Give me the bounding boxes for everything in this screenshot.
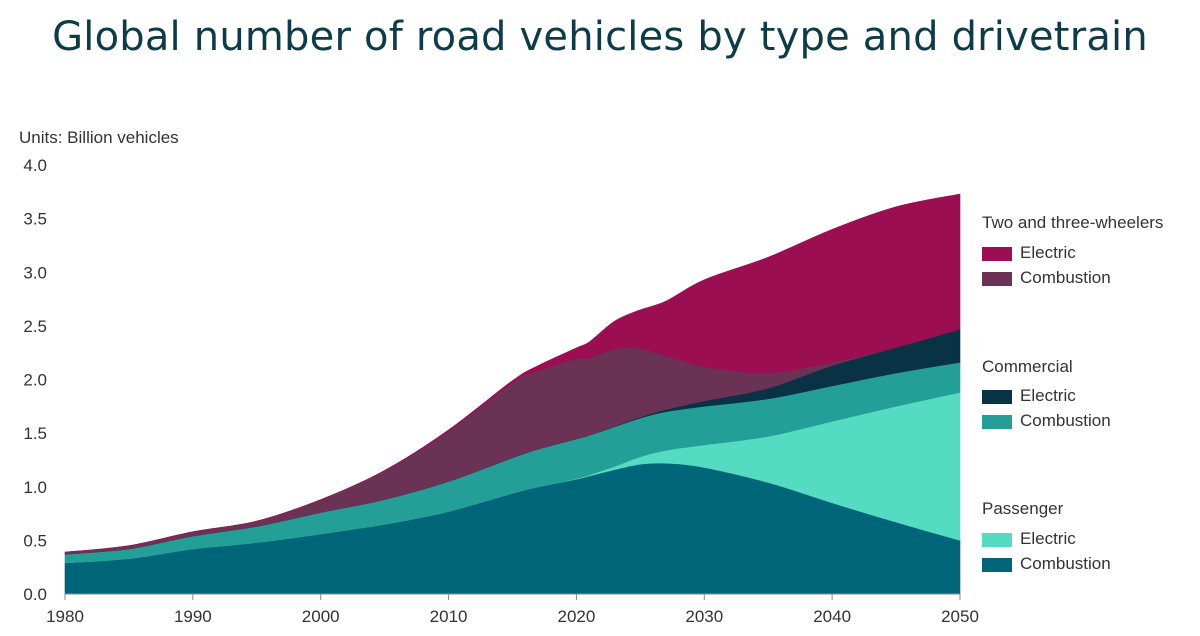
x-tick-label: 2050 bbox=[941, 607, 979, 626]
chart-title: Global number of road vehicles by type a… bbox=[52, 14, 1148, 60]
x-tick-label: 1980 bbox=[46, 607, 84, 626]
x-tick-label: 2030 bbox=[685, 607, 723, 626]
y-tick-label: 4.0 bbox=[23, 156, 47, 175]
y-tick-label: 2.0 bbox=[23, 371, 47, 390]
legend-group-title-commercial: Commercial bbox=[982, 357, 1073, 376]
legend-label: Combustion bbox=[1020, 411, 1111, 430]
y-tick-label: 2.5 bbox=[23, 317, 47, 336]
legend-label: Electric bbox=[1020, 386, 1076, 405]
y-tick-label: 0.0 bbox=[23, 585, 47, 604]
x-tick-label: 1990 bbox=[174, 607, 212, 626]
legend-label: Electric bbox=[1020, 243, 1076, 262]
y-tick-label: 0.5 bbox=[23, 531, 47, 550]
legend-label: Combustion bbox=[1020, 554, 1111, 573]
legend-swatch bbox=[982, 390, 1012, 404]
legend-swatch bbox=[982, 415, 1012, 429]
legend: Two and three-wheelers Electric Combusti… bbox=[982, 0, 1200, 636]
y-tick-label: 3.5 bbox=[23, 210, 47, 229]
legend-swatch bbox=[982, 272, 1012, 286]
y-tick-label: 1.5 bbox=[23, 424, 47, 443]
x-tick-label: 2020 bbox=[558, 607, 596, 626]
legend-group-title-two-three-wheelers: Two and three-wheelers bbox=[982, 213, 1164, 232]
x-tick-label: 2000 bbox=[302, 607, 340, 626]
legend-swatch bbox=[982, 247, 1012, 261]
legend-swatch bbox=[982, 533, 1012, 547]
legend-label: Combustion bbox=[1020, 268, 1111, 287]
legend-swatch bbox=[982, 558, 1012, 572]
x-tick-label: 2010 bbox=[430, 607, 468, 626]
area-two-and-three-wheelers-electric bbox=[64, 193, 961, 553]
y-tick-label: 1.0 bbox=[23, 478, 47, 497]
x-tick-label: 2040 bbox=[813, 607, 851, 626]
units-label: Units: Billion vehicles bbox=[19, 128, 179, 147]
y-tick-label: 3.0 bbox=[23, 263, 47, 282]
axes-layer: 1980 1990 2000 2010 2020 2030 2040 2050 0.0 0.5 1.… bbox=[23, 156, 979, 626]
legend-label: Electric bbox=[1020, 529, 1076, 548]
legend-group-title-passenger: Passenger bbox=[982, 499, 1064, 518]
area-layer bbox=[64, 193, 961, 595]
